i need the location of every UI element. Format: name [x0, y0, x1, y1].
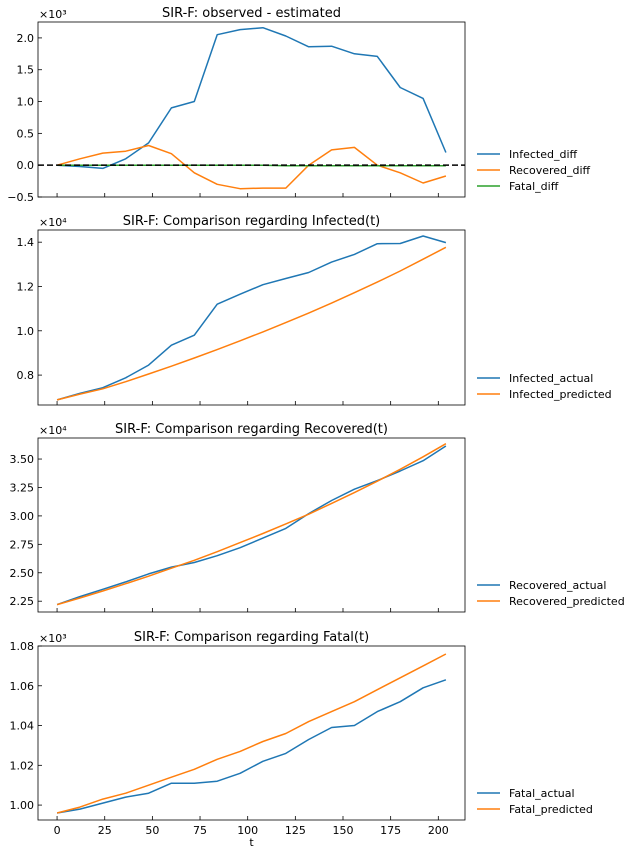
x-tick-label: 175 [380, 824, 401, 837]
y-tick-label: 2.0 [17, 32, 35, 45]
x-tick-label: 25 [98, 824, 112, 837]
y-tick-label: 1.02 [10, 759, 35, 772]
x-tick-label: 100 [237, 824, 258, 837]
chart-title: SIR-F: Comparison regarding Fatal(t) [134, 630, 369, 645]
chart-title: SIR-F: Comparison regarding Recovered(t) [115, 422, 388, 437]
series-line-fatal-predicted [56, 653, 447, 814]
y-multiplier: ×10³ [39, 632, 67, 645]
y-tick-label: 1.0 [17, 325, 35, 338]
x-axis-label: t [249, 836, 254, 849]
x-tick-label: 75 [193, 824, 207, 837]
legend: Infected_actual Infected_predicted [477, 372, 612, 401]
y-tick-label: −0.5 [7, 191, 34, 204]
legend-label: Fatal_actual [509, 787, 575, 800]
y-tick-label: 3.00 [10, 510, 35, 523]
y-tick-label: 1.00 [10, 799, 35, 812]
y-tick-label: 3.25 [10, 481, 35, 494]
legend-label: Infected_actual [509, 372, 593, 385]
legend-label: Recovered_actual [509, 579, 606, 592]
y-tick-label: 1.5 [17, 64, 35, 77]
series-line-infected-diff [57, 26, 447, 170]
legend-label: Fatal_predicted [509, 803, 593, 816]
x-tick-label: 125 [285, 824, 306, 837]
y-tick-label: 2.25 [10, 595, 35, 608]
series-line-recovered-predicted [56, 443, 447, 606]
axes-frame [37, 437, 466, 613]
series-line-recovered-actual [56, 445, 447, 606]
x-tick-label: 200 [428, 824, 449, 837]
panel-3: SIR-F: Comparison regarding Recovered(t)… [10, 422, 625, 613]
axes-frame [37, 21, 466, 198]
legend-label: Fatal_diff [509, 180, 559, 193]
series-line-infected-actual [56, 235, 447, 401]
legend: Fatal_actual Fatal_predicted [477, 787, 593, 816]
series-line-recovered-diff [56, 144, 447, 190]
x-tick-label: 0 [54, 824, 61, 837]
x-tick-label: 150 [333, 824, 354, 837]
chart-title: SIR-F: Comparison regarding Infected(t) [123, 214, 381, 229]
y-tick-label: 1.4 [17, 236, 35, 249]
y-tick-label: 0.8 [17, 369, 35, 382]
x-tick-label: 50 [145, 824, 159, 837]
legend-label: Recovered_diff [509, 164, 591, 177]
y-multiplier: ×10⁴ [39, 424, 67, 437]
legend: Recovered_actual Recovered_predicted [477, 579, 625, 608]
legend-label: Recovered_predicted [509, 595, 625, 608]
axes-frame [37, 645, 466, 821]
y-tick-label: 2.50 [10, 567, 35, 580]
y-tick-label: 2.75 [10, 538, 35, 551]
legend: Infected_diff Recovered_diff Fatal_diff [477, 148, 591, 193]
panel-1: SIR-F: observed - estimated ×10³ −0.5 0.0 0.… [7, 6, 590, 204]
y-tick-label: 1.06 [10, 680, 35, 693]
series-line-infected-predicted [56, 246, 447, 401]
chart-title: SIR-F: observed - estimated [162, 6, 341, 21]
legend-label: Infected_diff [509, 148, 578, 161]
y-tick-label: 1.0 [17, 96, 35, 109]
y-tick-label: 1.08 [10, 640, 35, 653]
axes-frame [37, 229, 466, 406]
panel-2: SIR-F: Comparison regarding Infected(t) ×… [17, 214, 612, 406]
y-tick-label: 3.50 [10, 453, 35, 466]
y-tick-label: 0.5 [17, 127, 35, 140]
y-multiplier: ×10³ [39, 8, 67, 21]
y-multiplier: ×10⁴ [39, 216, 67, 229]
series-line-fatal-actual [56, 679, 447, 814]
y-tick-label: 0.0 [17, 159, 35, 172]
y-tick-label: 1.04 [10, 720, 35, 733]
y-tick-label: 1.2 [17, 280, 35, 293]
panel-4: SIR-F: Comparison regarding Fatal(t) ×10³… [10, 630, 593, 849]
legend-label: Infected_predicted [509, 388, 612, 401]
